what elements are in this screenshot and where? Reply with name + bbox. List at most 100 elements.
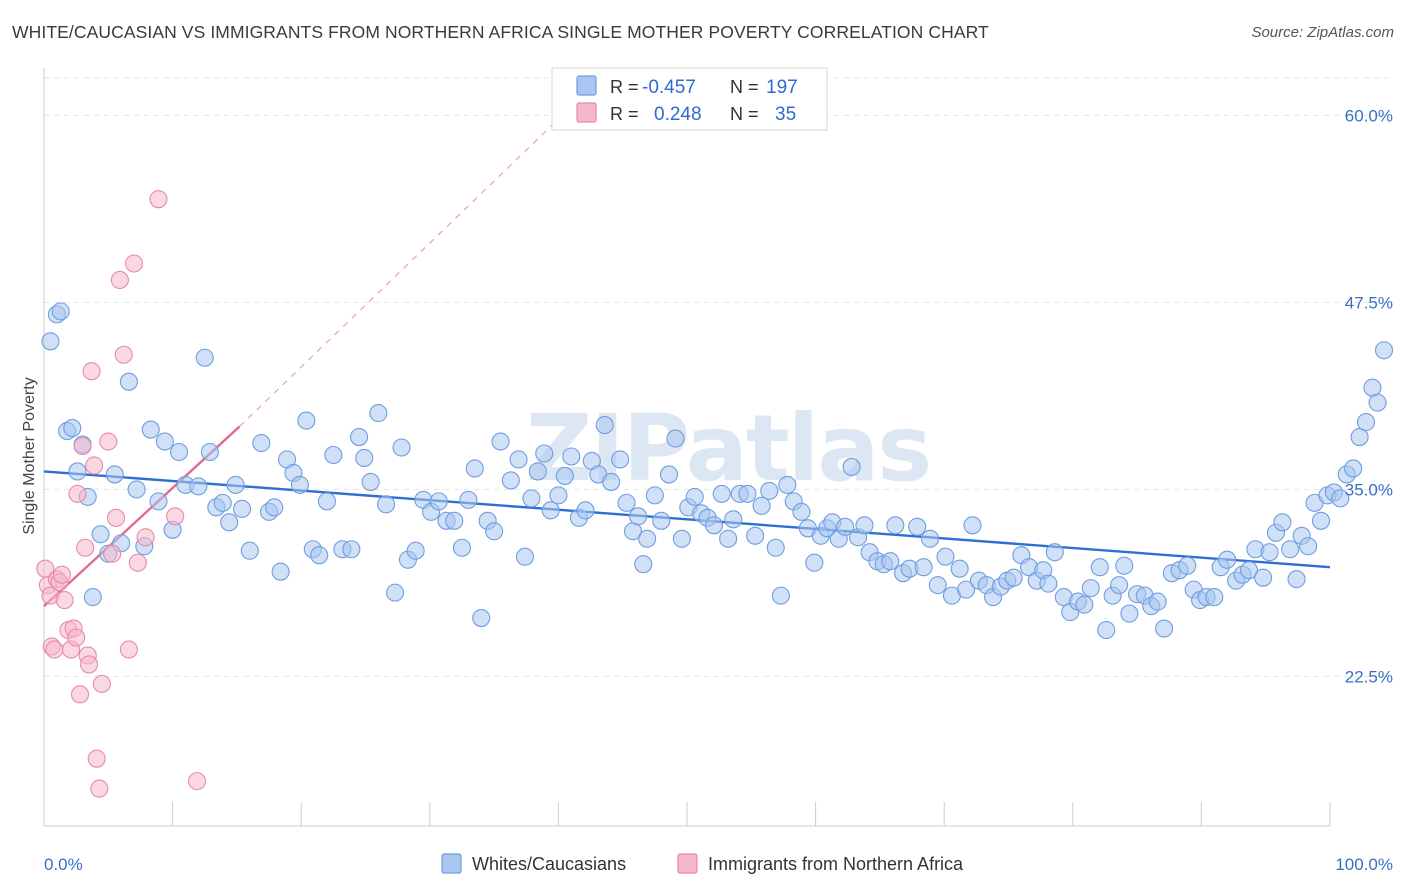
x-tick-label: 0.0% — [44, 855, 83, 874]
point-whites — [836, 517, 855, 536]
point-whites — [611, 450, 630, 469]
point-whites — [576, 501, 595, 520]
point-whites — [386, 583, 405, 602]
point-whites — [515, 547, 535, 566]
point-whites — [226, 475, 245, 494]
point-whites — [928, 576, 947, 595]
point-immigrants — [79, 655, 99, 674]
legend-box — [551, 67, 828, 131]
point-whites — [501, 471, 520, 490]
source-credit: Source: ZipAtlas.com — [1251, 24, 1394, 41]
point-whites — [195, 348, 214, 367]
point-whites — [1148, 592, 1167, 611]
point-whites — [842, 457, 861, 477]
axes — [43, 68, 1331, 827]
point-immigrants — [149, 190, 168, 209]
x-tick-label: 100.0% — [1335, 855, 1393, 874]
bottom-legend-label-whites: Whites/Caucasians — [472, 854, 626, 874]
legend-swatch-whites — [576, 75, 597, 96]
point-whites — [155, 432, 174, 451]
point-whites — [392, 438, 411, 457]
point-whites — [271, 562, 290, 581]
point-immigrants — [106, 508, 126, 527]
point-whites — [317, 492, 336, 511]
point-whites — [1120, 604, 1139, 623]
point-whites — [963, 516, 982, 535]
point-whites — [127, 480, 146, 499]
point-whites — [1115, 556, 1134, 575]
point-whites — [1311, 511, 1331, 530]
point-whites — [252, 433, 271, 453]
data-points — [36, 190, 1394, 798]
point-whites — [528, 462, 547, 481]
point-whites — [921, 529, 940, 548]
point-whites — [310, 546, 329, 565]
legend-n-label: N = — [730, 77, 759, 97]
point-whites — [1045, 543, 1064, 562]
point-whites — [485, 522, 504, 541]
point-whites — [886, 516, 905, 535]
point-whites — [652, 511, 671, 530]
point-whites — [452, 538, 472, 557]
point-whites — [1239, 561, 1259, 580]
point-immigrants — [124, 254, 144, 273]
point-whites — [1254, 568, 1273, 587]
point-whites — [1331, 489, 1350, 508]
point-immigrants — [114, 345, 133, 364]
point-whites — [200, 442, 219, 462]
point-whites — [445, 511, 464, 530]
point-immigrants — [82, 362, 101, 381]
y-axis-label: Single Mother Poverty — [21, 377, 38, 534]
point-whites — [881, 552, 900, 571]
point-immigrants — [187, 772, 207, 791]
point-whites — [189, 477, 208, 496]
point-whites — [509, 450, 528, 469]
point-whites — [778, 475, 797, 494]
point-whites — [91, 525, 110, 544]
point-whites — [1075, 595, 1094, 614]
point-whites — [855, 516, 874, 535]
legend-n-label: N = — [730, 104, 759, 124]
point-whites — [429, 492, 448, 511]
point-whites — [220, 513, 239, 532]
point-whites — [232, 499, 252, 518]
point-whites — [957, 580, 976, 599]
point-whites — [459, 490, 478, 509]
point-whites — [1374, 341, 1394, 360]
point-whites — [555, 466, 574, 485]
point-whites — [914, 558, 933, 577]
point-immigrants — [87, 749, 106, 768]
legend-r-label: R = — [610, 104, 639, 124]
watermark: ZIPatlas — [526, 395, 930, 502]
point-whites — [1155, 619, 1174, 638]
point-whites — [738, 484, 757, 503]
point-whites — [746, 526, 765, 545]
x-tick-labels: 0.0% 100.0% — [44, 855, 1393, 874]
point-immigrants — [128, 553, 147, 572]
point-whites — [377, 495, 396, 514]
point-whites — [666, 429, 685, 448]
point-whites — [240, 541, 259, 560]
point-whites — [465, 459, 484, 478]
point-whites — [1090, 558, 1109, 577]
point-whites — [541, 501, 560, 520]
point-whites — [41, 332, 60, 351]
point-whites — [1205, 588, 1224, 607]
legend-r-value: 0.248 — [654, 104, 702, 125]
point-whites — [704, 516, 724, 535]
trend-extension — [239, 114, 563, 427]
legend-swatch-immigrants — [576, 102, 597, 123]
point-immigrants — [99, 432, 118, 451]
point-whites — [712, 484, 731, 503]
point-whites — [105, 465, 124, 484]
point-whites — [602, 472, 621, 491]
point-immigrants — [76, 538, 95, 557]
y-tick-labels: 22.5% 35.0% 47.5% 60.0% — [1345, 106, 1393, 686]
point-whites — [265, 498, 284, 517]
point-immigrants — [110, 270, 129, 290]
point-immigrants — [70, 685, 90, 704]
point-whites — [1218, 550, 1237, 569]
point-immigrants — [166, 507, 185, 526]
point-whites — [936, 547, 955, 566]
